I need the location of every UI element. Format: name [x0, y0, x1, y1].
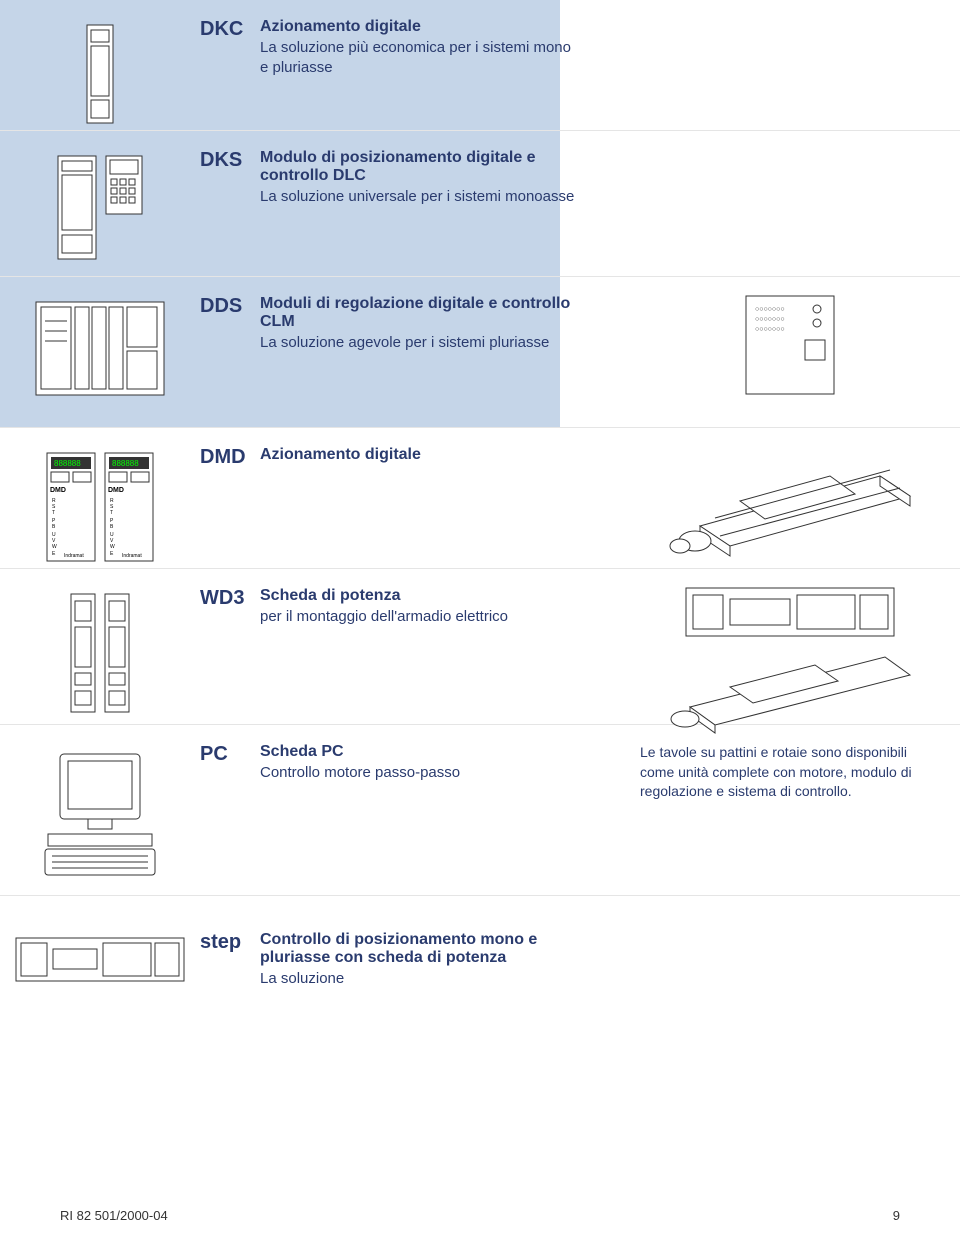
- row-dks: DKS Modulo di posizionamento digitale e …: [0, 131, 960, 277]
- card-icon: [104, 593, 130, 713]
- module-icon: [86, 24, 114, 124]
- row-desc: Controllo motore passo-passo: [260, 763, 580, 783]
- drive-icon: 888888 DMD RST PB UVW E Indramat: [46, 452, 96, 562]
- svg-text:○○○○○○○: ○○○○○○○: [755, 316, 785, 323]
- svg-text:888888: 888888: [54, 459, 81, 468]
- side-note: Le tavole su pattini e rotaie sono dispo…: [620, 743, 960, 802]
- row-title: Scheda PC: [260, 743, 580, 761]
- code-label: DKS: [200, 149, 260, 172]
- page: DKC Azionamento digitale La soluzione pi…: [0, 0, 960, 1243]
- icon-area: [0, 587, 200, 713]
- row-title: Moduli di regolazione digitale e control…: [260, 295, 580, 331]
- svg-text:○○○○○○○: ○○○○○○○: [755, 326, 785, 333]
- svg-text:Indramat: Indramat: [122, 553, 142, 559]
- code-label: DKC: [200, 18, 260, 41]
- svg-text:888888: 888888: [112, 459, 139, 468]
- icon-area: [0, 149, 200, 260]
- row-title: Modulo di posizionamento digitale e cont…: [260, 149, 580, 185]
- footer-page-number: 9: [893, 1208, 900, 1223]
- svg-text:DMD: DMD: [50, 487, 66, 494]
- controller-panel-icon: [685, 587, 895, 637]
- right-area: ○○○○○○○ ○○○○○○○ ○○○○○○○: [620, 295, 960, 395]
- row-title: Controllo di posizionamento mono e pluri…: [260, 931, 580, 967]
- row-dmd: 888888 DMD RST PB UVW E Indramat 888888 …: [0, 428, 960, 569]
- row-desc: per il montaggio dell'armadio elettrico: [260, 607, 580, 627]
- row-wd3: WD3 Scheda di potenza per il montaggio d…: [0, 569, 960, 725]
- svg-text:○○○○○○○: ○○○○○○○: [755, 306, 785, 313]
- code-label: step: [200, 931, 260, 954]
- row-pc: PC Scheda PC Controllo motore passo-pass…: [0, 725, 960, 896]
- row-desc: La soluzione agevole per i sistemi pluri…: [260, 333, 580, 353]
- control-box-icon: ○○○○○○○ ○○○○○○○ ○○○○○○○: [745, 295, 835, 395]
- linear-rail-icon: [660, 647, 920, 737]
- svg-text:T: T: [110, 510, 113, 516]
- svg-text:DMD: DMD: [108, 487, 124, 494]
- row-desc: La soluzione più economica per i sistemi…: [260, 38, 580, 79]
- row-dkc: DKC Azionamento digitale La soluzione pi…: [0, 0, 960, 131]
- row-title: Azionamento digitale: [260, 446, 580, 464]
- page-footer: RI 82 501/2000-04 9: [60, 1208, 900, 1223]
- card-icon: [70, 593, 96, 713]
- drive-icon: 888888 DMD RST PB UVW E Indramat: [104, 452, 154, 562]
- right-area: [620, 587, 960, 737]
- text-block: Azionamento digitale: [260, 446, 620, 466]
- icon-area: [0, 295, 200, 396]
- code-label: DDS: [200, 295, 260, 318]
- text-block: Moduli di regolazione digitale e control…: [260, 295, 620, 353]
- linear-rail-icon: [660, 446, 920, 566]
- icon-area: [0, 18, 200, 124]
- code-label: PC: [200, 743, 260, 766]
- right-area: Le tavole su pattini e rotaie sono dispo…: [620, 743, 960, 802]
- footer-doc-ref: RI 82 501/2000-04: [60, 1208, 168, 1223]
- text-block: Azionamento digitale La soluzione più ec…: [260, 18, 620, 79]
- svg-text:W: W: [110, 544, 115, 550]
- text-block: Modulo di posizionamento digitale e cont…: [260, 149, 620, 207]
- svg-text:T: T: [52, 510, 55, 516]
- text-block: Scheda PC Controllo motore passo-passo: [260, 743, 620, 783]
- icon-area: [0, 931, 200, 982]
- row-title: Scheda di potenza: [260, 587, 580, 605]
- row-title: Azionamento digitale: [260, 18, 580, 36]
- pc-icon: [40, 749, 160, 879]
- text-block: Controllo di posizionamento mono e pluri…: [260, 931, 620, 989]
- row-dds: DDS Moduli di regolazione digitale e con…: [0, 277, 960, 428]
- svg-text:W: W: [52, 544, 57, 550]
- text-block: Scheda di potenza per il montaggio dell'…: [260, 587, 620, 627]
- row-desc: La soluzione universale per i sistemi mo…: [260, 187, 580, 207]
- controller-panel-icon: [15, 937, 185, 982]
- icon-area: 888888 DMD RST PB UVW E Indramat 888888 …: [0, 446, 200, 562]
- row-step: step Controllo di posizionamento mono e …: [0, 896, 960, 1066]
- row-desc: La soluzione: [260, 969, 580, 989]
- module-icon: [57, 155, 97, 260]
- icon-area: [0, 743, 200, 879]
- code-label: WD3: [200, 587, 260, 610]
- right-area: [620, 446, 960, 566]
- keypad-icon: [105, 155, 143, 215]
- code-label: DMD: [200, 446, 260, 469]
- rack-icon: [35, 301, 165, 396]
- svg-text:Indramat: Indramat: [64, 553, 84, 559]
